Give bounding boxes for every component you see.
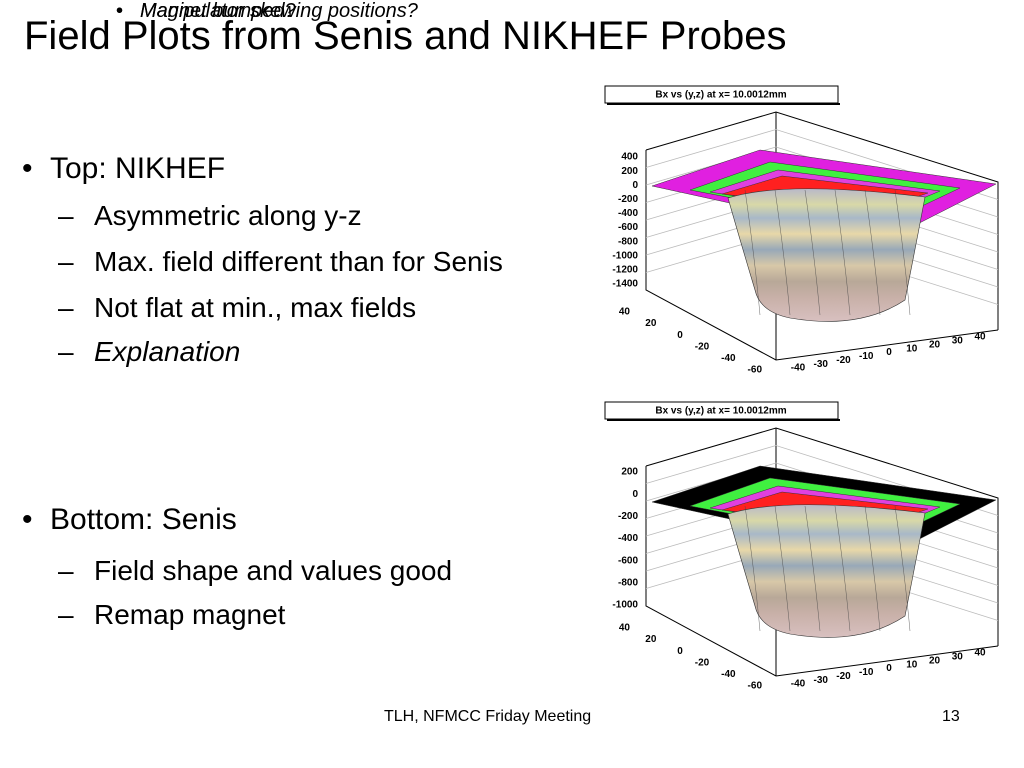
z-tick-label: -200: [618, 511, 638, 522]
sub-sub-bullet-marker: •: [116, 0, 124, 22]
z-tick-label: -400: [618, 208, 638, 219]
sub-bullet: Field shape and values good: [94, 555, 453, 586]
z-tick-label: 200: [621, 166, 638, 177]
y-tick-label: 0: [677, 330, 683, 341]
y-tick-label: 0: [677, 646, 683, 657]
z-tick-label: -400: [618, 533, 638, 544]
sub-sub-bullet: Manipulator skewing positions?: [140, 0, 418, 22]
surface-mesh: [774, 189, 791, 316]
x-tick-label: -20: [836, 671, 851, 682]
sub-sub-bullet: Magnet bumped?: [140, 0, 296, 22]
sub-bullet: Max. field different than for Senis: [94, 246, 503, 277]
surface-mesh: [774, 505, 791, 632]
surface-plot: Bx vs (y,z) at x= 10.0012mm4002000-200-4…: [604, 85, 999, 376]
z-tick-label: -800: [618, 577, 638, 588]
z-tick-label: 400: [621, 152, 638, 163]
slide-title: Field Plots from Senis and NIKHEF Probes: [24, 14, 787, 58]
sub-bullet: Explanation: [94, 336, 241, 367]
z-tick-label: -600: [618, 555, 638, 566]
surface-mesh: [744, 505, 761, 632]
x-tick-label: 10: [906, 343, 918, 354]
x-tick-label: -10: [859, 351, 874, 362]
z-tick-label: -800: [618, 236, 638, 247]
z-tick-label: -1000: [612, 600, 638, 611]
surface-mesh: [864, 189, 881, 316]
plot-title: Bx vs (y,z) at x= 10.0012mm: [655, 90, 786, 101]
z-tick-label: -1400: [612, 279, 638, 290]
x-tick-label: 0: [886, 347, 892, 358]
x-tick-label: -40: [791, 363, 806, 374]
surface-bowl: [727, 188, 926, 322]
x-tick-label: 10: [906, 659, 918, 670]
sub-bullet-marker: –: [58, 336, 74, 367]
y-tick-label: -60: [748, 681, 763, 692]
sub-bullet-marker: –: [58, 599, 74, 630]
y-tick-label: -20: [695, 341, 710, 352]
sub-bullet-marker: –: [58, 555, 74, 586]
x-tick-label: -10: [859, 667, 874, 678]
x-tick-label: -30: [814, 359, 829, 370]
plot-frame: [645, 427, 999, 646]
x-tick-label: 0: [886, 663, 892, 674]
sub-bullet: Remap magnet: [94, 599, 286, 630]
y-tick-label: 20: [645, 318, 657, 329]
x-tick-label: -30: [814, 675, 829, 686]
sub-bullet-marker: –: [58, 200, 74, 231]
y-tick-label: 40: [619, 623, 631, 634]
z-tick-label: -1000: [612, 250, 638, 261]
x-tick-label: 40: [974, 648, 986, 659]
z-tick-label: -600: [618, 222, 638, 233]
y-tick-label: -40: [721, 353, 736, 364]
z-tick-label: 200: [621, 467, 638, 478]
surface-mesh: [864, 505, 881, 632]
bullet: Bottom: Senis: [50, 503, 237, 536]
bullet-marker: •: [22, 503, 33, 536]
y-tick-label: -20: [695, 657, 710, 668]
surface-mesh: [804, 189, 821, 316]
footer: TLH, NFMCC Friday Meeting: [384, 708, 592, 725]
y-tick-label: 20: [645, 634, 657, 645]
sub-bullet: Not flat at min., max fields: [94, 292, 417, 323]
x-tick-label: 20: [929, 339, 941, 350]
sub-sub-bullet-marker: •: [116, 0, 124, 22]
surface-mesh: [834, 505, 851, 632]
bullet-marker: •: [22, 152, 33, 185]
sub-bullet: Asymmetric along y-z: [94, 200, 362, 231]
plot-title-shadow: [607, 419, 840, 421]
y-tick-label: -40: [721, 669, 736, 680]
surface-mesh: [894, 189, 911, 316]
page-number: 13: [942, 708, 960, 725]
surface-mesh: [834, 189, 851, 316]
y-tick-label: 40: [619, 307, 631, 318]
y-tick-label: -60: [748, 365, 763, 376]
z-tick-label: 0: [632, 489, 638, 500]
x-tick-label: 30: [952, 652, 964, 663]
x-tick-label: 40: [974, 332, 986, 343]
z-tick-label: -1200: [612, 265, 638, 276]
sub-bullet-marker: –: [58, 292, 74, 323]
surface-plot: Bx vs (y,z) at x= 10.0012mm2000-200-400-…: [604, 401, 999, 692]
surface-bowl: [727, 504, 926, 638]
x-tick-label: -40: [791, 679, 806, 690]
x-tick-label: 30: [952, 336, 964, 347]
x-tick-label: 20: [929, 655, 941, 666]
x-tick-label: -20: [836, 355, 851, 366]
sub-bullet-marker: –: [58, 246, 74, 277]
plot-title: Bx vs (y,z) at x= 10.0012mm: [655, 406, 786, 417]
plot-frame: [645, 111, 999, 330]
surface-mesh: [744, 189, 761, 316]
plot-title-shadow: [607, 103, 840, 105]
bullet: Top: NIKHEF: [50, 152, 226, 185]
z-tick-label: 0: [632, 180, 638, 191]
z-tick-label: -200: [618, 194, 638, 205]
surface-mesh: [894, 505, 911, 632]
surface-mesh: [804, 505, 821, 632]
